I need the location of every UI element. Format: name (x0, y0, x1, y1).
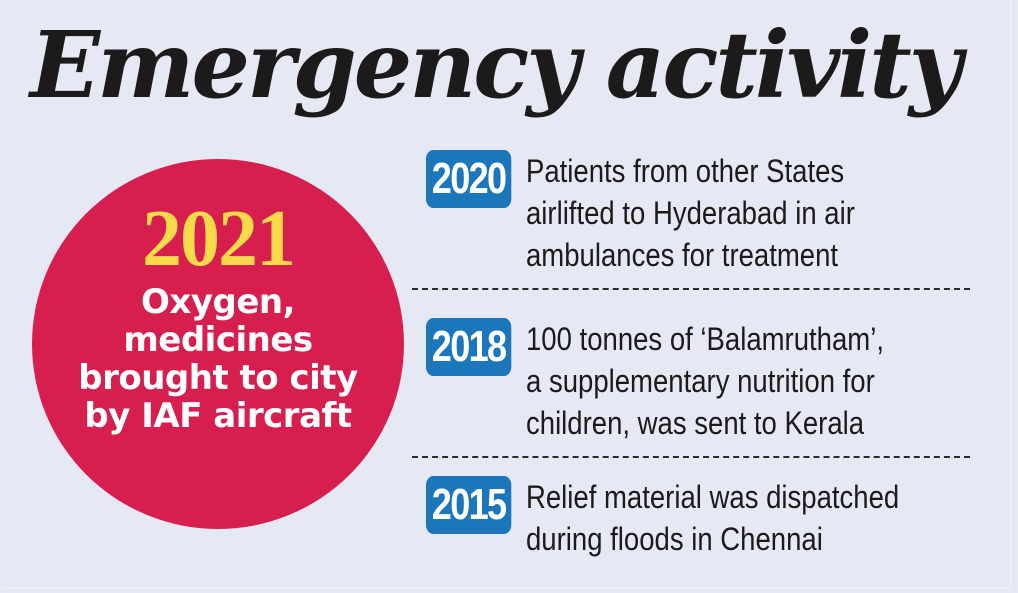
event-timeline: 2020 Patients from other States airlifte… (412, 150, 972, 286)
highlight-circle: 2021 Oxygen, medicines brought to city b… (32, 159, 404, 529)
event-description: Relief material was dispatched during fl… (526, 476, 899, 560)
event-line: Patients from other States (526, 153, 845, 189)
year-badge: 2018 (426, 318, 512, 376)
event-line: Relief material was dispatched (526, 479, 900, 515)
event-line: ambulances for treatment (526, 237, 839, 273)
dashed-divider (412, 288, 970, 290)
event-item-2020: 2020 Patients from other States airlifte… (412, 150, 972, 286)
event-timeline-3: 2015 Relief material was dispatched duri… (412, 476, 972, 586)
event-line: 100 tonnes of ‘Balamrutham’, (526, 321, 884, 357)
event-line: during floods in Chennai (526, 521, 823, 557)
event-line: children, was sent to Kerala (526, 405, 865, 441)
event-line: airlifted to Hyderabad in air (526, 195, 855, 231)
year-badge: 2020 (426, 150, 512, 208)
event-description: 100 tonnes of ‘Balamrutham’, a supplemen… (526, 318, 884, 444)
event-timeline-2: 2018 100 tonnes of ‘Balamrutham’, a supp… (412, 318, 972, 488)
year-badge: 2015 (426, 476, 512, 534)
highlight-year: 2021 (142, 195, 296, 283)
event-line: a supplementary nutrition for (526, 363, 875, 399)
highlight-description: Oxygen, medicines brought to city by IAF… (78, 282, 358, 436)
event-item-2015: 2015 Relief material was dispatched duri… (412, 476, 972, 586)
event-item-2018: 2018 100 tonnes of ‘Balamrutham’, a supp… (412, 318, 972, 488)
infographic-title: Emergency activity (30, 11, 962, 119)
dashed-divider (412, 456, 970, 458)
event-description: Patients from other States airlifted to … (526, 150, 855, 276)
